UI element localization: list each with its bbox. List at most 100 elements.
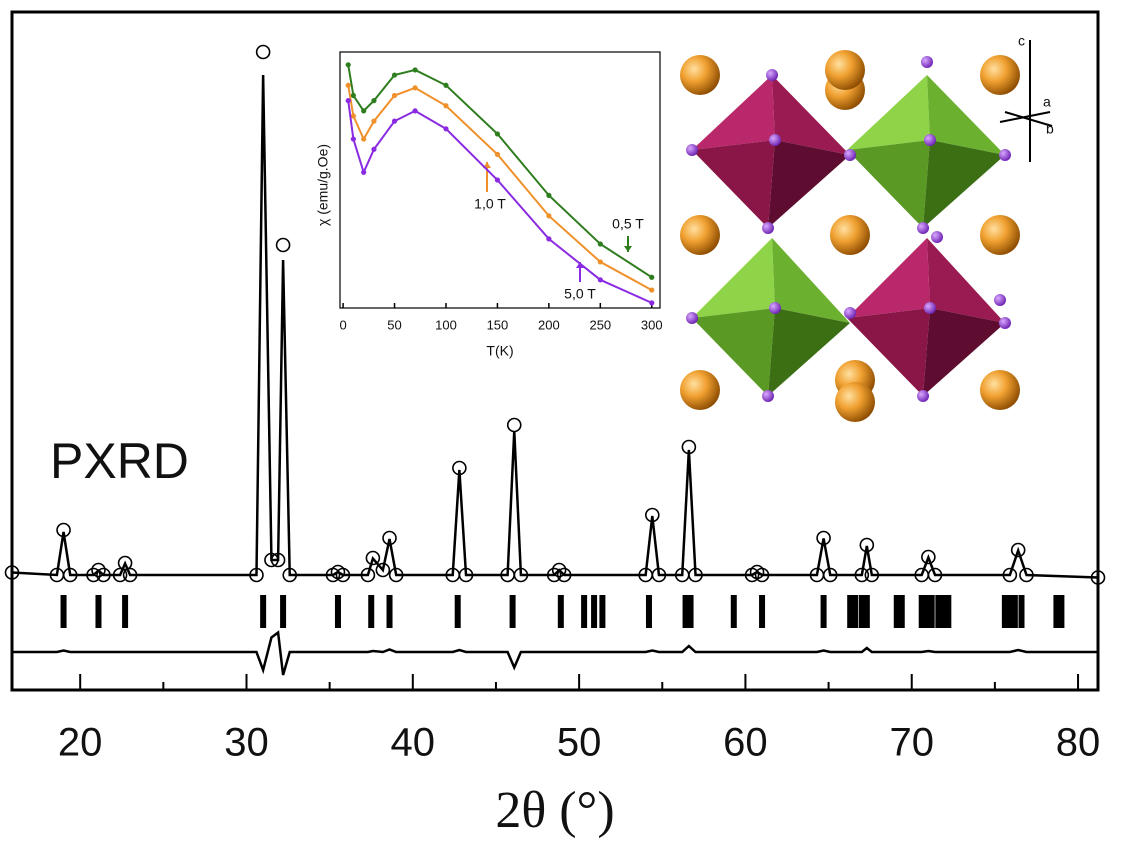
x-tick-label: 50 xyxy=(557,721,602,765)
data-point xyxy=(443,83,448,88)
data-point xyxy=(413,85,418,90)
figure: c a b PXRD 2θ (°) T(K) χ (emu/g.Oe) 2030… xyxy=(0,0,1128,849)
data-point xyxy=(351,136,356,141)
data-point xyxy=(546,193,551,198)
data-point xyxy=(598,241,603,246)
bragg-reflection xyxy=(61,595,67,628)
oxygen-atom xyxy=(844,307,856,319)
bragg-reflection xyxy=(1058,595,1064,628)
bragg-reflection xyxy=(759,595,765,628)
facet xyxy=(692,140,775,228)
data-point xyxy=(346,98,351,103)
bragg-reflection xyxy=(335,595,341,628)
oxygen-atom xyxy=(999,317,1011,329)
data-point xyxy=(361,136,366,141)
data-point xyxy=(649,275,654,280)
oxygen-atom xyxy=(999,149,1011,161)
data-point xyxy=(371,98,376,103)
bragg-reflection xyxy=(455,595,461,628)
a-site-atom xyxy=(980,215,1020,255)
observed-point xyxy=(277,239,290,252)
bragg-reflection xyxy=(122,595,128,628)
data-point xyxy=(361,108,366,113)
data-point xyxy=(392,72,397,77)
bragg-reflection xyxy=(95,595,101,628)
data-point xyxy=(495,131,500,136)
bragg-reflection xyxy=(280,595,286,628)
oxygen-atom xyxy=(931,231,943,243)
data-point xyxy=(392,119,397,124)
data-point xyxy=(413,67,418,72)
bragg-reflection xyxy=(260,595,266,628)
data-point xyxy=(392,93,397,98)
oxygen-atom xyxy=(924,134,936,146)
a-site-atom xyxy=(680,55,720,95)
oxygen-atom xyxy=(917,390,929,402)
data-point xyxy=(495,152,500,157)
annotation: 1,0 T xyxy=(474,196,506,212)
oxygen-atom xyxy=(921,56,933,68)
data-point xyxy=(443,126,448,131)
facet xyxy=(768,140,850,228)
oxygen-atom xyxy=(762,390,774,402)
facet xyxy=(923,140,1005,228)
observed-point xyxy=(257,46,270,59)
data-point xyxy=(346,83,351,88)
octahedron xyxy=(692,75,850,228)
axis-label: a xyxy=(1043,94,1051,110)
annotation: 0,5 T xyxy=(612,216,644,232)
octahedron xyxy=(847,75,1005,228)
oxygen-atom xyxy=(994,294,1006,306)
data-point xyxy=(413,108,418,113)
bragg-reflection xyxy=(852,595,858,628)
bragg-reflection xyxy=(646,595,652,628)
x-tick-label: 50 xyxy=(387,317,401,332)
data-point xyxy=(351,113,356,118)
observed-point xyxy=(508,419,521,432)
x-axis-label: 2θ (°) xyxy=(495,782,614,839)
bragg-reflection xyxy=(1018,595,1024,628)
annotation: 5,0 T xyxy=(564,286,596,302)
x-tick-label: 20 xyxy=(58,721,103,765)
oxygen-atom xyxy=(844,149,856,161)
oxygen-atom xyxy=(924,302,936,314)
a-site-atom xyxy=(980,370,1020,410)
bragg-reflection xyxy=(581,595,587,628)
data-point xyxy=(598,277,603,282)
data-point xyxy=(546,213,551,218)
x-tick-label: 30 xyxy=(224,721,269,765)
bragg-reflection xyxy=(368,595,374,628)
bragg-reflection xyxy=(688,595,694,628)
x-tick-label: 300 xyxy=(641,317,663,332)
a-site-atom xyxy=(680,215,720,255)
a-site-atom xyxy=(680,370,720,410)
data-point xyxy=(371,147,376,152)
bragg-reflection xyxy=(599,595,605,628)
octahedron xyxy=(692,238,850,396)
oxygen-atom xyxy=(686,312,698,324)
inset-x-label: T(K) xyxy=(486,343,513,359)
annotation: PXRD xyxy=(50,433,189,489)
x-tick-label: 100 xyxy=(435,317,457,332)
oxygen-atom xyxy=(769,134,781,146)
axis-label: b xyxy=(1046,121,1054,137)
axis-label: c xyxy=(1018,33,1025,49)
oxygen-atom xyxy=(762,222,774,234)
oxygen-atom xyxy=(769,302,781,314)
bragg-reflection xyxy=(387,595,393,628)
data-point xyxy=(346,62,351,67)
x-tick-label: 200 xyxy=(538,317,560,332)
x-tick-label: 0 xyxy=(339,317,346,332)
bragg-reflection xyxy=(558,595,564,628)
x-tick-label: 150 xyxy=(487,317,509,332)
data-point xyxy=(649,287,654,292)
bragg-reflection xyxy=(945,595,951,628)
bragg-reflection xyxy=(731,595,737,628)
data-point xyxy=(443,103,448,108)
a-site-atom xyxy=(830,215,870,255)
x-tick-label: 70 xyxy=(889,721,934,765)
bragg-reflection xyxy=(1012,595,1018,628)
body: c a b PXRD 2θ (°) T(K) χ (emu/g.Oe) 2030… xyxy=(0,0,1128,849)
facet xyxy=(847,140,930,228)
bragg-reflection xyxy=(929,595,935,628)
